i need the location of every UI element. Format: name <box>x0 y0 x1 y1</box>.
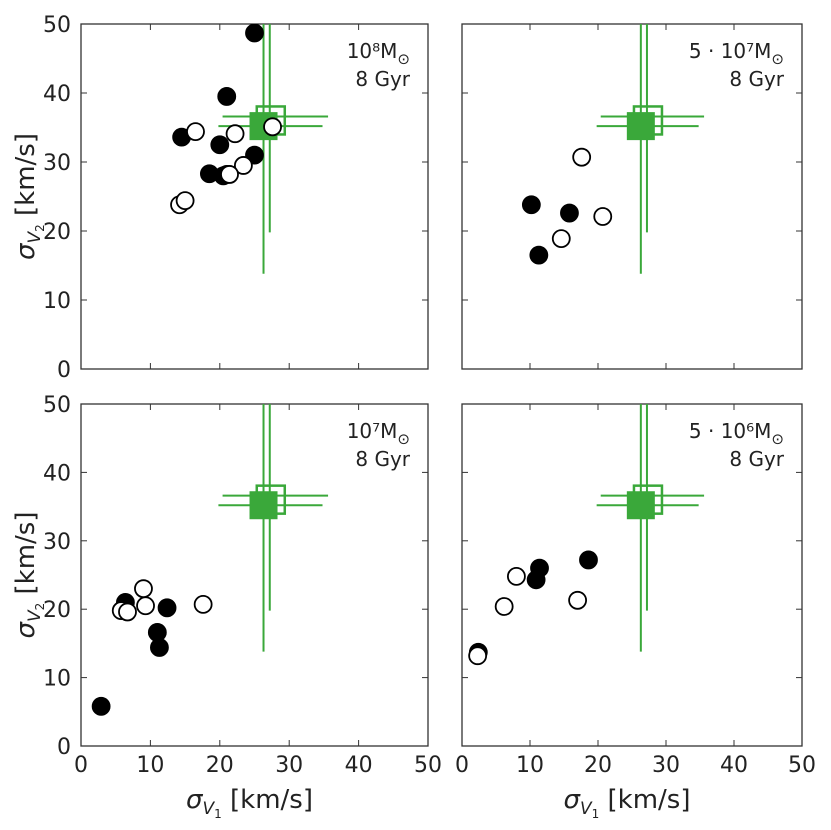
open-point <box>568 590 587 610</box>
annotation-age: 8 Gyr <box>729 447 784 471</box>
y-tick-label: 20 <box>43 598 71 623</box>
data-layer <box>170 24 329 274</box>
annotation-mass: 5 · 10⁶M⊙ <box>689 419 784 448</box>
panel-2: 5 · 10⁷M⊙8 Gyr <box>461 23 803 370</box>
open-point <box>175 191 195 211</box>
data-layer <box>91 404 329 716</box>
sun-symbol-icon: ⊙ <box>771 430 784 448</box>
filled-point <box>157 598 177 618</box>
open-point <box>134 579 153 599</box>
open-point <box>572 147 592 167</box>
annotation-mass-text: 5 · 10⁶M <box>689 419 772 443</box>
annotation-age: 8 Gyr <box>729 67 784 91</box>
x-tick-label: 40 <box>345 753 373 778</box>
open-point <box>468 646 488 666</box>
filled-point <box>521 195 541 215</box>
y-tick-label: 0 <box>57 358 71 383</box>
open-point <box>225 124 245 144</box>
x-tick-label: 50 <box>414 753 442 778</box>
reference-filled-square <box>626 491 655 520</box>
reference-filled-square <box>249 491 278 520</box>
sun-symbol-icon: ⊙ <box>397 50 410 68</box>
y-axis-label: σV2 [km/s] <box>11 511 47 638</box>
open-point <box>507 566 526 586</box>
annotation-age: 8 Gyr <box>355 447 410 471</box>
annotation-mass: 10⁸M⊙ <box>347 39 410 68</box>
open-point <box>193 595 213 614</box>
open-point <box>186 122 205 142</box>
open-point <box>220 165 239 184</box>
filled-point <box>579 550 598 570</box>
x-tick-label: 30 <box>652 753 680 778</box>
y-tick-label: 40 <box>43 461 71 486</box>
y-tick-label: 50 <box>43 13 71 38</box>
open-point <box>136 596 155 616</box>
data-layer <box>468 404 705 666</box>
filled-point <box>210 135 230 155</box>
x-axis-label: σV1 [km/s] <box>563 785 690 821</box>
y-tick-label: 10 <box>43 289 71 314</box>
plot-frame <box>461 403 803 747</box>
panel-3: 0 10 20 30 40 50 0 10 20 30 40 50 10⁷M⊙8 Gyr σV1 [km/… <box>11 393 442 821</box>
x-tick-label: 30 <box>275 753 303 778</box>
x-tick-label: 10 <box>516 753 544 778</box>
annotation-age: 8 Gyr <box>355 67 410 91</box>
open-point <box>494 597 514 616</box>
data-layer <box>521 24 705 274</box>
filled-point <box>529 245 549 265</box>
y-tick-label: 30 <box>43 151 71 176</box>
sun-symbol-icon: ⊙ <box>397 430 410 448</box>
y-tick-label: 50 <box>43 393 71 418</box>
open-point <box>233 156 253 175</box>
filled-point <box>245 24 264 43</box>
x-tick-label: 20 <box>206 753 234 778</box>
open-point <box>593 207 613 226</box>
y-tick-label: 10 <box>43 667 71 692</box>
annotation-mass-text: 10⁷M <box>347 419 398 443</box>
y-tick-label: 40 <box>43 82 71 107</box>
plot-frame <box>461 23 803 370</box>
filled-point <box>560 203 579 223</box>
x-tick-label: 40 <box>720 753 748 778</box>
x-tick-label: 10 <box>136 753 164 778</box>
x-tick-label: 0 <box>74 753 88 778</box>
sun-symbol-icon: ⊙ <box>771 50 784 68</box>
x-axis-label: σV1 [km/s] <box>186 785 313 821</box>
panel-1: 0 10 20 30 40 50 10⁸M⊙8 Gyr σV2 [km/s] <box>11 13 429 383</box>
open-point <box>118 602 137 622</box>
x-tick-label: 20 <box>584 753 612 778</box>
annotation-mass: 10⁷M⊙ <box>347 419 410 448</box>
plot-frame <box>80 403 429 747</box>
x-tick-label: 0 <box>455 753 469 778</box>
open-point <box>551 229 571 248</box>
y-tick-label: 0 <box>57 735 71 760</box>
open-point <box>263 117 282 137</box>
annotation-mass: 5 · 10⁷M⊙ <box>689 39 784 68</box>
filled-point <box>150 638 169 657</box>
panel-4: 0 10 20 30 40 50 5 · 10⁶M⊙8 Gyr σV1 [km/s] <box>455 403 816 821</box>
y-tick-label: 20 <box>43 220 71 245</box>
annotation-mass-text: 10⁸M <box>347 39 398 63</box>
annotation-mass-text: 5 · 10⁷M <box>689 39 772 63</box>
filled-point <box>217 87 237 106</box>
filled-point <box>526 570 546 590</box>
y-tick-label: 30 <box>43 530 71 555</box>
x-tick-label: 50 <box>788 753 816 778</box>
filled-point <box>91 696 111 716</box>
reference-filled-square <box>626 112 655 141</box>
y-axis-label: σV2 [km/s] <box>11 133 47 260</box>
